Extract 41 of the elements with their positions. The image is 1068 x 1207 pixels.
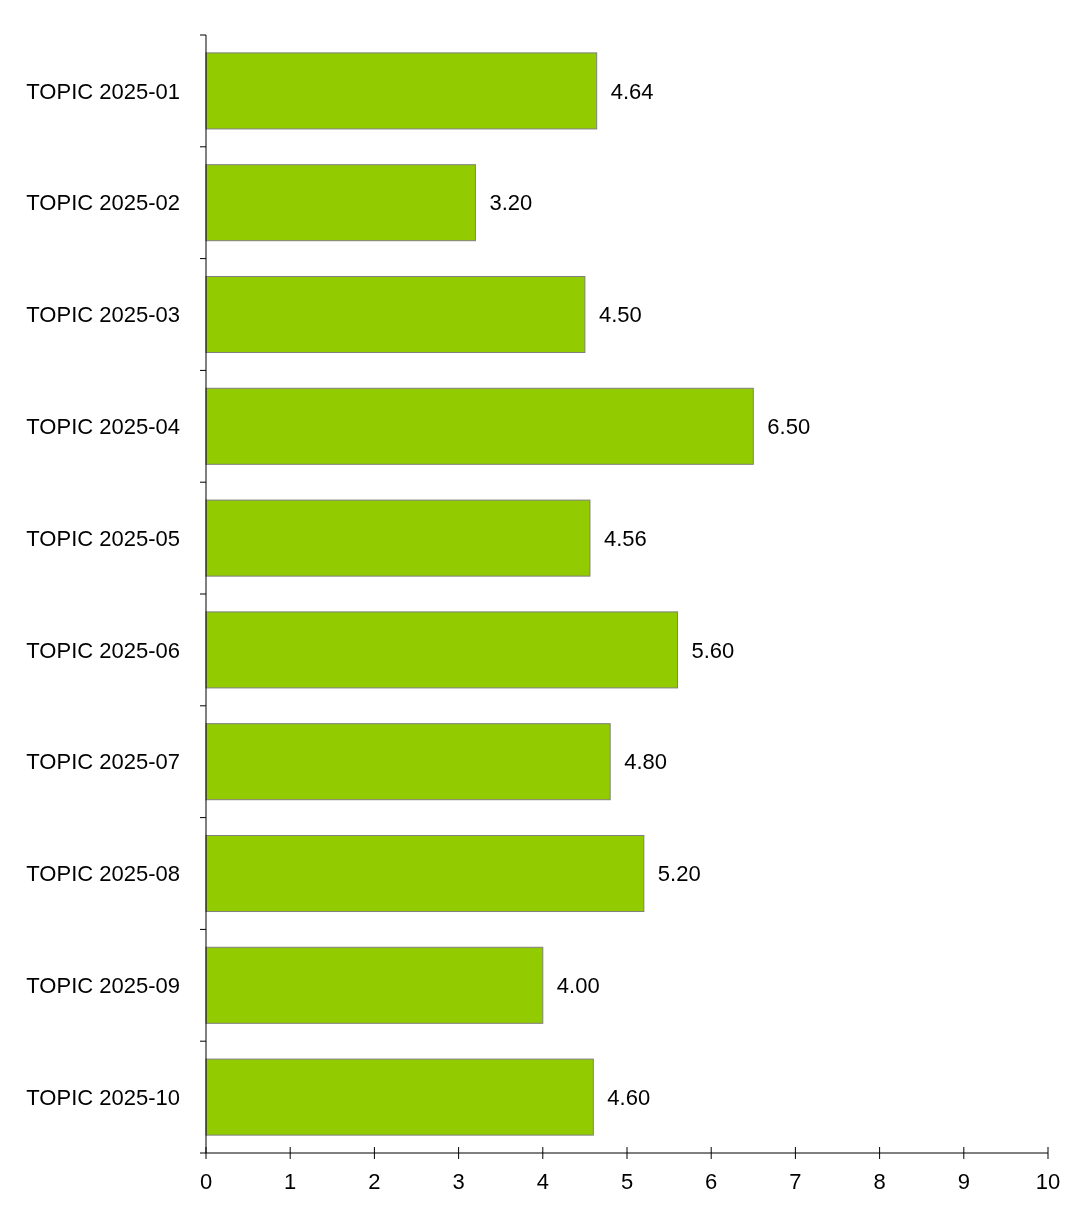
y-tick-label: TOPIC 2025-10 (26, 1084, 180, 1110)
y-tick-label: TOPIC 2025-04 (26, 414, 180, 439)
x-tick-label: 8 (873, 1169, 886, 1194)
x-tick-label: 0 (199, 1169, 213, 1194)
y-tick-label: TOPIC 2025-05 (26, 525, 180, 551)
data-label: 4.50 (598, 302, 642, 328)
y-tick-label: TOPIC 2025-07 (26, 749, 180, 775)
bar (205, 946, 544, 1024)
data-label: 5.60 (691, 637, 735, 663)
x-tick-label: 10 (1035, 1169, 1061, 1194)
x-tick-label: 4 (536, 1169, 549, 1194)
x-tick-label: 9 (957, 1169, 970, 1194)
data-label: 3.20 (489, 190, 533, 216)
bar (205, 164, 476, 242)
x-tick-label: 1 (284, 1169, 297, 1194)
data-label: 4.60 (607, 1084, 651, 1110)
data-label: 6.50 (767, 414, 811, 439)
bar (205, 387, 754, 465)
y-tick-label: TOPIC 2025-02 (26, 190, 180, 216)
bar (205, 834, 645, 913)
data-label: 4.00 (556, 973, 600, 998)
x-tick-label: 3 (452, 1169, 465, 1194)
bar (205, 275, 586, 354)
bar (205, 499, 591, 577)
data-label: 5.20 (657, 861, 701, 887)
data-label: 4.56 (603, 525, 647, 551)
y-tick-label: TOPIC 2025-06 (26, 637, 180, 663)
bar (205, 723, 611, 801)
x-tick-label: 5 (620, 1169, 634, 1194)
y-tick-label: TOPIC 2025-08 (26, 861, 180, 887)
y-tick-label: TOPIC 2025-03 (26, 302, 180, 328)
x-tick-label: 2 (368, 1169, 381, 1194)
data-label: 4.64 (610, 78, 654, 104)
x-tick-label: 7 (789, 1169, 802, 1194)
y-tick-label: TOPIC 2025-09 (26, 973, 180, 998)
y-tick-label: TOPIC 2025-01 (26, 78, 180, 104)
bar (205, 611, 679, 689)
x-tick-label: 6 (705, 1169, 718, 1194)
bar (205, 1058, 594, 1136)
data-label: 4.80 (624, 749, 667, 775)
bar (205, 52, 598, 130)
